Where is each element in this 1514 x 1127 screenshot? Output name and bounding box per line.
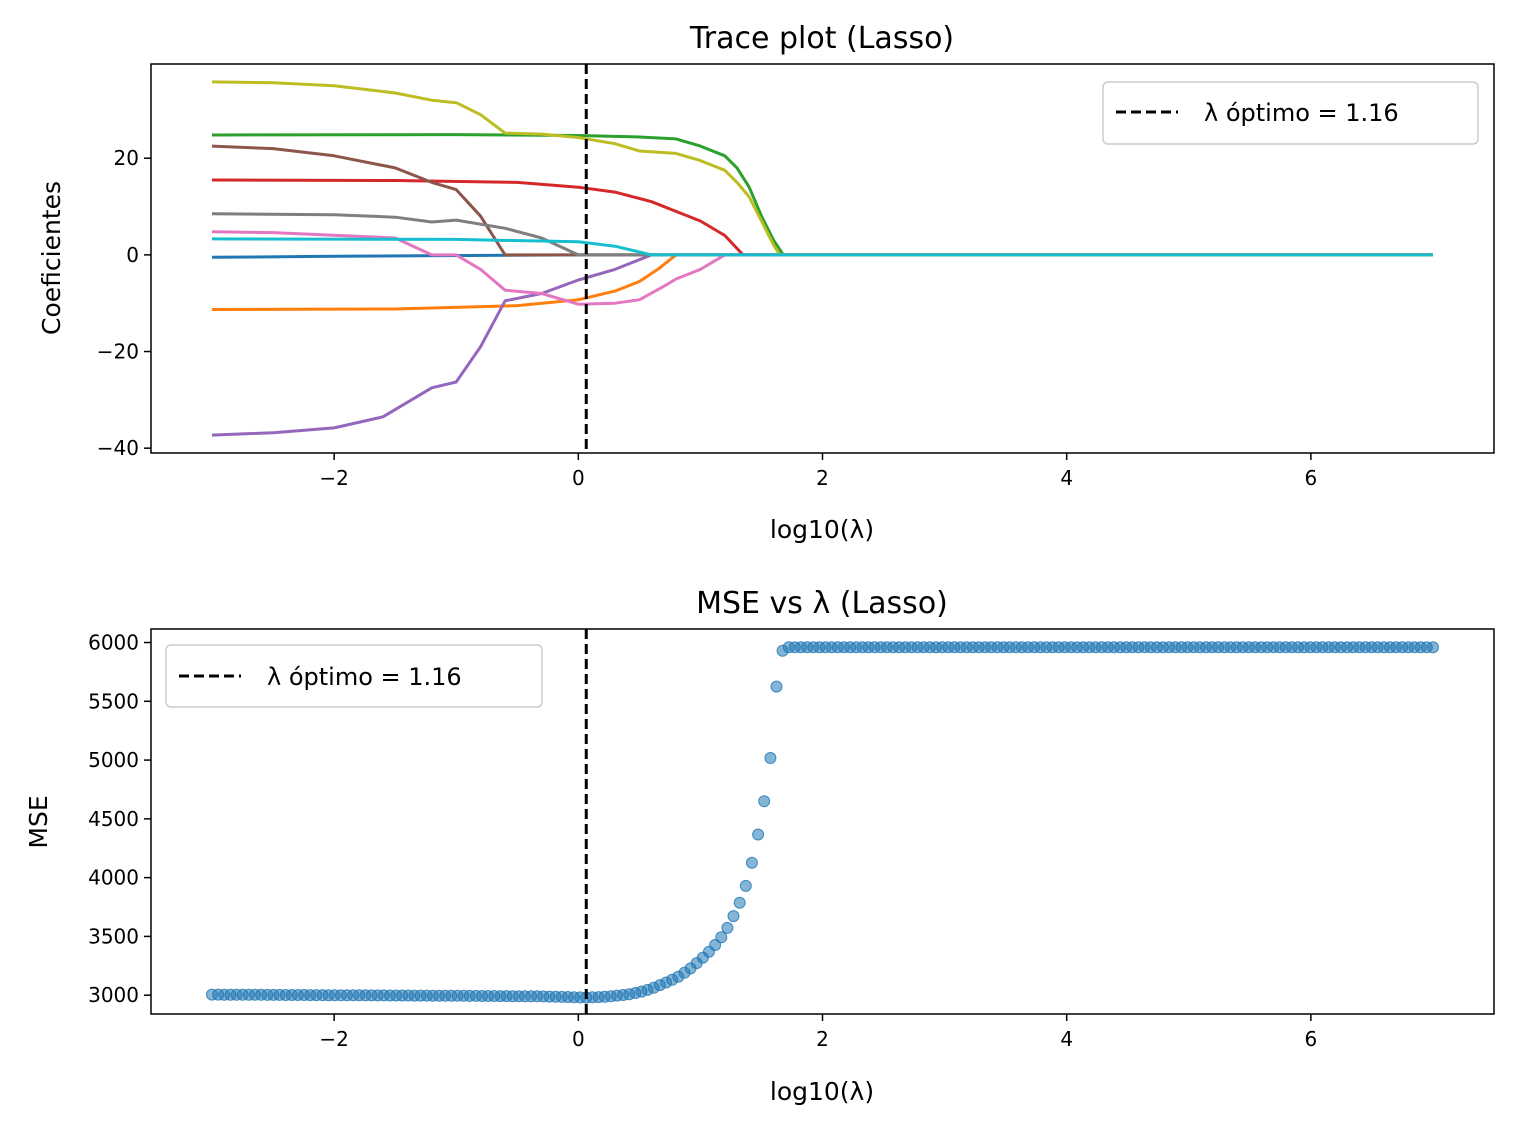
- mse-point: [764, 752, 777, 764]
- coefficient-line-6: [211, 144, 1433, 257]
- y-tick-label: 3500: [88, 924, 139, 948]
- plot-frame: [150, 63, 1495, 454]
- mse-point: [727, 910, 740, 923]
- x-tick-label: 0: [572, 466, 585, 490]
- coefficient-line-3: [211, 133, 1433, 257]
- plot-frame: [150, 628, 1495, 1015]
- x-axis-label: log10(λ): [770, 515, 874, 544]
- y-tick-label: 6000: [88, 631, 139, 655]
- x-tick-label: 2: [816, 466, 829, 490]
- coefficient-line-2: [211, 253, 1433, 311]
- legend: λ óptimo = 1.16: [1102, 81, 1479, 145]
- y-tick-label: −40: [97, 436, 139, 460]
- x-tick-label: 6: [1304, 466, 1317, 490]
- y-tick-label: 4000: [88, 866, 139, 890]
- y-tick-label: 5000: [88, 748, 139, 772]
- legend: λ óptimo = 1.16: [165, 644, 543, 708]
- coefficient-line-7: [211, 230, 1433, 306]
- x-tick-label: 2: [816, 1027, 829, 1051]
- x-tick-label: 4: [1060, 1027, 1073, 1051]
- legend-box: [1102, 81, 1479, 145]
- y-tick-label: 4500: [88, 807, 139, 831]
- legend-entry: λ óptimo = 1.16: [1204, 99, 1399, 127]
- mse-point: [715, 931, 728, 944]
- mse-point: [758, 795, 771, 808]
- mse-point: [709, 939, 722, 951]
- x-tick-label: −2: [319, 1027, 348, 1051]
- y-tick-label: 5500: [88, 689, 139, 713]
- mse-point: [733, 896, 746, 909]
- coefficient-line-9: [211, 80, 1433, 257]
- legend-entry: λ óptimo = 1.16: [267, 663, 462, 691]
- coefficient-line-8: [211, 212, 1433, 257]
- mse-points: [206, 629, 1439, 1014]
- mse-point: [739, 879, 752, 892]
- y-axis-label: Coeficientes: [37, 181, 66, 335]
- y-tick-label: −20: [97, 340, 139, 364]
- axes: −2 0 2 4 6 3000 3500 4000 4500 5000 5500 6000: [88, 628, 1495, 1051]
- coefficient-line-10: [211, 237, 1433, 257]
- y-tick-label: 0: [126, 243, 139, 267]
- coefficient-line-5: [211, 253, 1433, 437]
- chart-title: MSE vs λ (Lasso): [696, 586, 948, 621]
- legend-box: [165, 644, 543, 708]
- y-tick-label: 20: [114, 146, 139, 170]
- mse-point: [745, 856, 758, 869]
- y-tick-label: 3000: [88, 983, 139, 1007]
- x-axis-label: log10(λ): [770, 1077, 874, 1106]
- coefficient-lines: [211, 64, 1433, 453]
- mse-point: [1427, 641, 1439, 654]
- x-tick-label: 0: [572, 1027, 585, 1051]
- x-tick-label: 4: [1060, 466, 1073, 490]
- coefficient-line-4: [211, 178, 1433, 257]
- y-axis-label: MSE: [24, 795, 53, 848]
- x-tick-label: 6: [1304, 1027, 1317, 1051]
- mse-point: [752, 828, 765, 841]
- chart-title: Trace plot (Lasso): [689, 21, 954, 56]
- mse-point: [770, 680, 783, 693]
- mse-plot-chart: MSE vs λ (Lasso) −2 0 2 4 6 3000 3500 4000 4500 5…: [24, 586, 1495, 1106]
- x-tick-label: −2: [319, 466, 348, 490]
- mse-point: [721, 921, 734, 934]
